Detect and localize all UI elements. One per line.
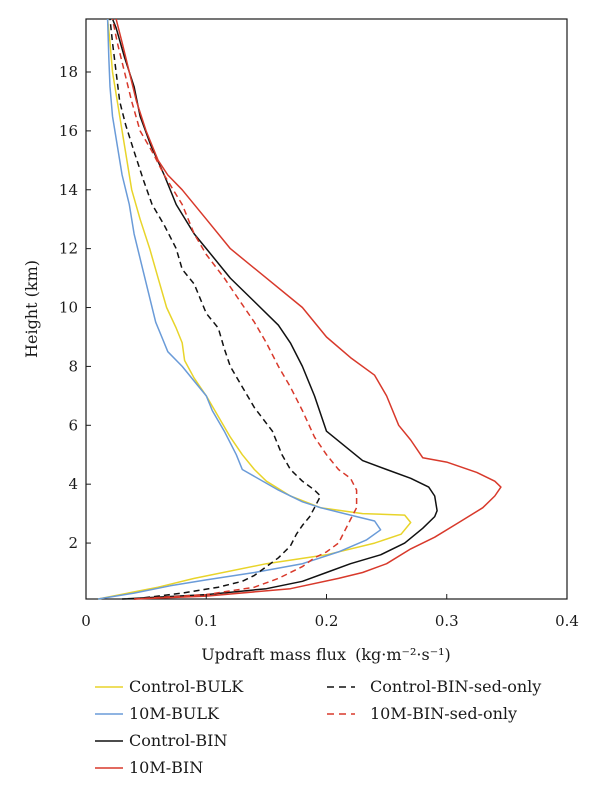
legend-label-10m-bulk: 10M-BULK — [129, 704, 220, 723]
legend-label-10m-bin: 10M-BIN — [129, 758, 203, 777]
series-layer — [97, 18, 502, 600]
y-axis: 2 4 6 8 10 12 14 16 18 — [59, 63, 91, 552]
y-tick-label: 2 — [68, 534, 78, 552]
plot-frame — [85, 18, 568, 600]
y-tick-label: 16 — [59, 122, 78, 140]
legend-label-10m-bin-sed-only: 10M-BIN-sed-only — [370, 704, 517, 723]
series-line-control-bin-sed-only — [109, 18, 322, 600]
series-line-control-bin — [111, 18, 438, 600]
legend-label-control-bin-sed-only: Control-BIN-sed-only — [370, 677, 541, 696]
series-line-10m-bin-sed-only — [111, 18, 358, 600]
series-line-control-bulk — [97, 18, 412, 600]
y-tick-label: 18 — [59, 63, 78, 81]
x-tick-label: 0.2 — [315, 612, 339, 630]
y-tick-label: 4 — [68, 475, 78, 493]
x-tick-label: 0.3 — [435, 612, 459, 630]
y-tick-label: 8 — [68, 357, 78, 375]
y-tick-label: 6 — [68, 416, 78, 434]
x-axis-unit: (kg·m⁻²·s⁻¹) — [355, 645, 451, 664]
x-tick-label: 0 — [81, 612, 91, 630]
series-line-10m-bulk — [97, 18, 382, 600]
y-axis-title: Height (km) — [22, 260, 41, 358]
legend: Control-BULK 10M-BULK Control-BIN 10M-BIN Co… — [95, 677, 541, 777]
legend-label-control-bin: Control-BIN — [129, 731, 228, 750]
x-axis: 0 0.1 0.2 0.3 0.4 — [81, 594, 579, 630]
x-axis-title: Updraft mass flux (kg·m⁻²·s⁻¹) — [201, 645, 451, 664]
x-axis-title-text: Updraft mass flux — [201, 645, 346, 664]
y-tick-label: 10 — [59, 299, 78, 317]
legend-label-control-bulk: Control-BULK — [129, 677, 244, 696]
x-tick-label: 0.4 — [555, 612, 579, 630]
y-tick-label: 12 — [59, 240, 78, 258]
x-tick-label: 0.1 — [194, 612, 218, 630]
series-line-10m-bin — [115, 18, 502, 600]
y-tick-label: 14 — [59, 181, 78, 199]
